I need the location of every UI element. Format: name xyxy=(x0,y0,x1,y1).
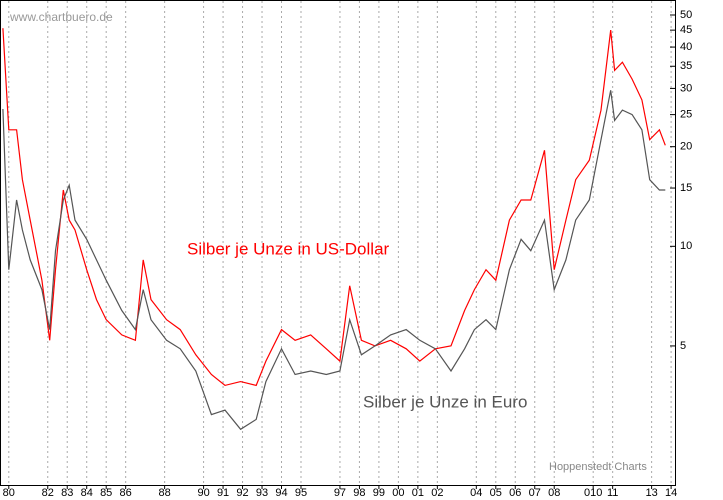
series-line xyxy=(2,28,666,387)
x-tick-label: 01 xyxy=(412,487,424,499)
x-tick-label: 11 xyxy=(607,487,618,499)
x-tick-label: 97 xyxy=(334,487,346,499)
x-tick-label: 98 xyxy=(353,487,365,499)
series-label: Silber je Unze in Euro xyxy=(363,392,527,411)
y-tick-label: 10 xyxy=(680,240,692,252)
y-tick-label: 40 xyxy=(680,41,692,53)
x-tick-label: 06 xyxy=(509,487,521,499)
plot-frame xyxy=(0,0,676,486)
x-tick-label: 86 xyxy=(120,487,132,499)
series-label: Silber je Unze in US-Dollar xyxy=(187,239,390,258)
x-tick-label: 94 xyxy=(275,487,287,499)
y-tick-label: 15 xyxy=(680,182,692,194)
x-tick-label: 88 xyxy=(159,487,171,499)
x-tick-label: 010 xyxy=(584,487,602,499)
y-tick-label: 50 xyxy=(680,9,692,21)
x-tick-label: 83 xyxy=(61,487,73,499)
x-tick-label: 08 xyxy=(548,487,560,499)
x-tick-label: 00 xyxy=(392,487,404,499)
series-line xyxy=(2,90,666,431)
x-tick-label: 14 xyxy=(665,487,677,499)
y-tick-label: 20 xyxy=(680,141,692,153)
x-tick-label: 05 xyxy=(490,487,502,499)
x-tick-label: 80 xyxy=(3,487,15,499)
x-tick-label: 02 xyxy=(431,487,443,499)
watermark: www.chartbuero.de xyxy=(9,10,113,24)
x-tick-label: 82 xyxy=(42,487,54,499)
y-tick-label: 30 xyxy=(680,82,692,94)
x-tick-label: 13 xyxy=(645,487,657,499)
y-tick-label: 25 xyxy=(680,109,692,121)
x-tick-label: 84 xyxy=(81,487,93,499)
x-tick-label: 91 xyxy=(217,487,229,499)
y-tick-label: 5 xyxy=(680,340,686,352)
y-tick-label: 45 xyxy=(680,24,692,36)
x-tick-label: 95 xyxy=(295,487,307,499)
x-tick-label: 07 xyxy=(529,487,541,499)
source-note: Hoppenstedt Charts xyxy=(549,461,647,473)
x-tick-label: 85 xyxy=(100,487,112,499)
x-tick-label: 92 xyxy=(236,487,248,499)
x-tick-label: 99 xyxy=(373,487,385,499)
x-tick-label: 90 xyxy=(197,487,209,499)
x-tick-label: 04 xyxy=(470,487,482,499)
y-tick-label: 35 xyxy=(680,60,692,72)
x-tick-label: 93 xyxy=(256,487,268,499)
